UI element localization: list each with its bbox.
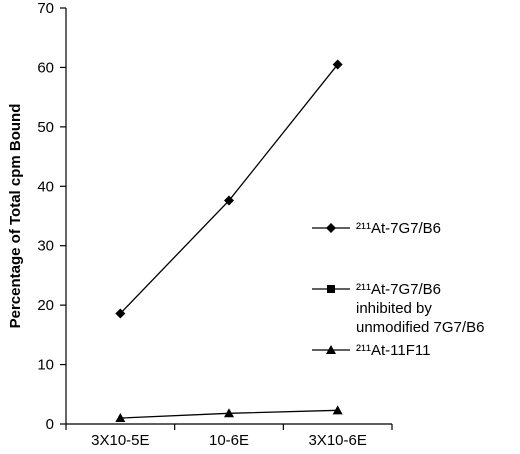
series-diamond [115, 59, 343, 319]
series-triangle [115, 405, 343, 423]
data-point-diamond [115, 308, 126, 319]
legend-item: ²¹¹At-7G7/B6 inhibited by unmodified 7G7/B… [312, 281, 484, 336]
y-axis-title: Percentage of Total cpm Bound [7, 104, 24, 329]
y-tick-label: 70 [37, 0, 54, 17]
legend-label: unmodified 7G7/B6 [356, 319, 484, 336]
data-point-diamond [224, 195, 234, 206]
legend-label: inhibited by [356, 300, 432, 317]
legend-label: ²¹¹At-7G7/B6 [356, 281, 441, 298]
legend: ²¹¹At-7G7/B6 ²¹¹At-7G7/B6 inhibited by unmo… [312, 220, 484, 359]
y-tick-label: 10 [37, 357, 54, 374]
series-line [119, 64, 339, 314]
legend-marker-square [327, 285, 335, 293]
legend-marker-diamond [326, 223, 336, 233]
data-point-triangle [224, 408, 234, 418]
legend-marker-triangle [326, 345, 336, 354]
data-point-diamond [332, 59, 343, 70]
y-tick-label: 50 [37, 119, 54, 136]
legend-label: ²¹¹At-7G7/B6 [356, 220, 441, 237]
y-axis: 0 10 20 30 40 50 60 70 [37, 0, 67, 433]
x-tick-label: 10-6E [209, 432, 249, 449]
y-tick-label: 30 [37, 238, 54, 255]
legend-item: ²¹¹At-7G7/B6 [312, 220, 441, 237]
x-axis: 3X10-5E 10-6E 3X10-6E [65, 423, 393, 449]
x-tick-label: 3X10-5E [91, 432, 149, 449]
legend-item: ²¹¹At-11F11 [312, 342, 430, 359]
data-point-triangle [115, 413, 126, 423]
legend-label: ²¹¹At-11F11 [356, 342, 430, 359]
y-tick-label: 60 [37, 59, 54, 76]
data-point-triangle [332, 405, 343, 415]
y-tick-label: 0 [46, 416, 54, 433]
series-layer [115, 59, 343, 423]
x-tick-label: 3X10-6E [308, 432, 366, 449]
y-tick-label: 40 [37, 178, 54, 195]
y-tick-label: 20 [37, 297, 54, 314]
